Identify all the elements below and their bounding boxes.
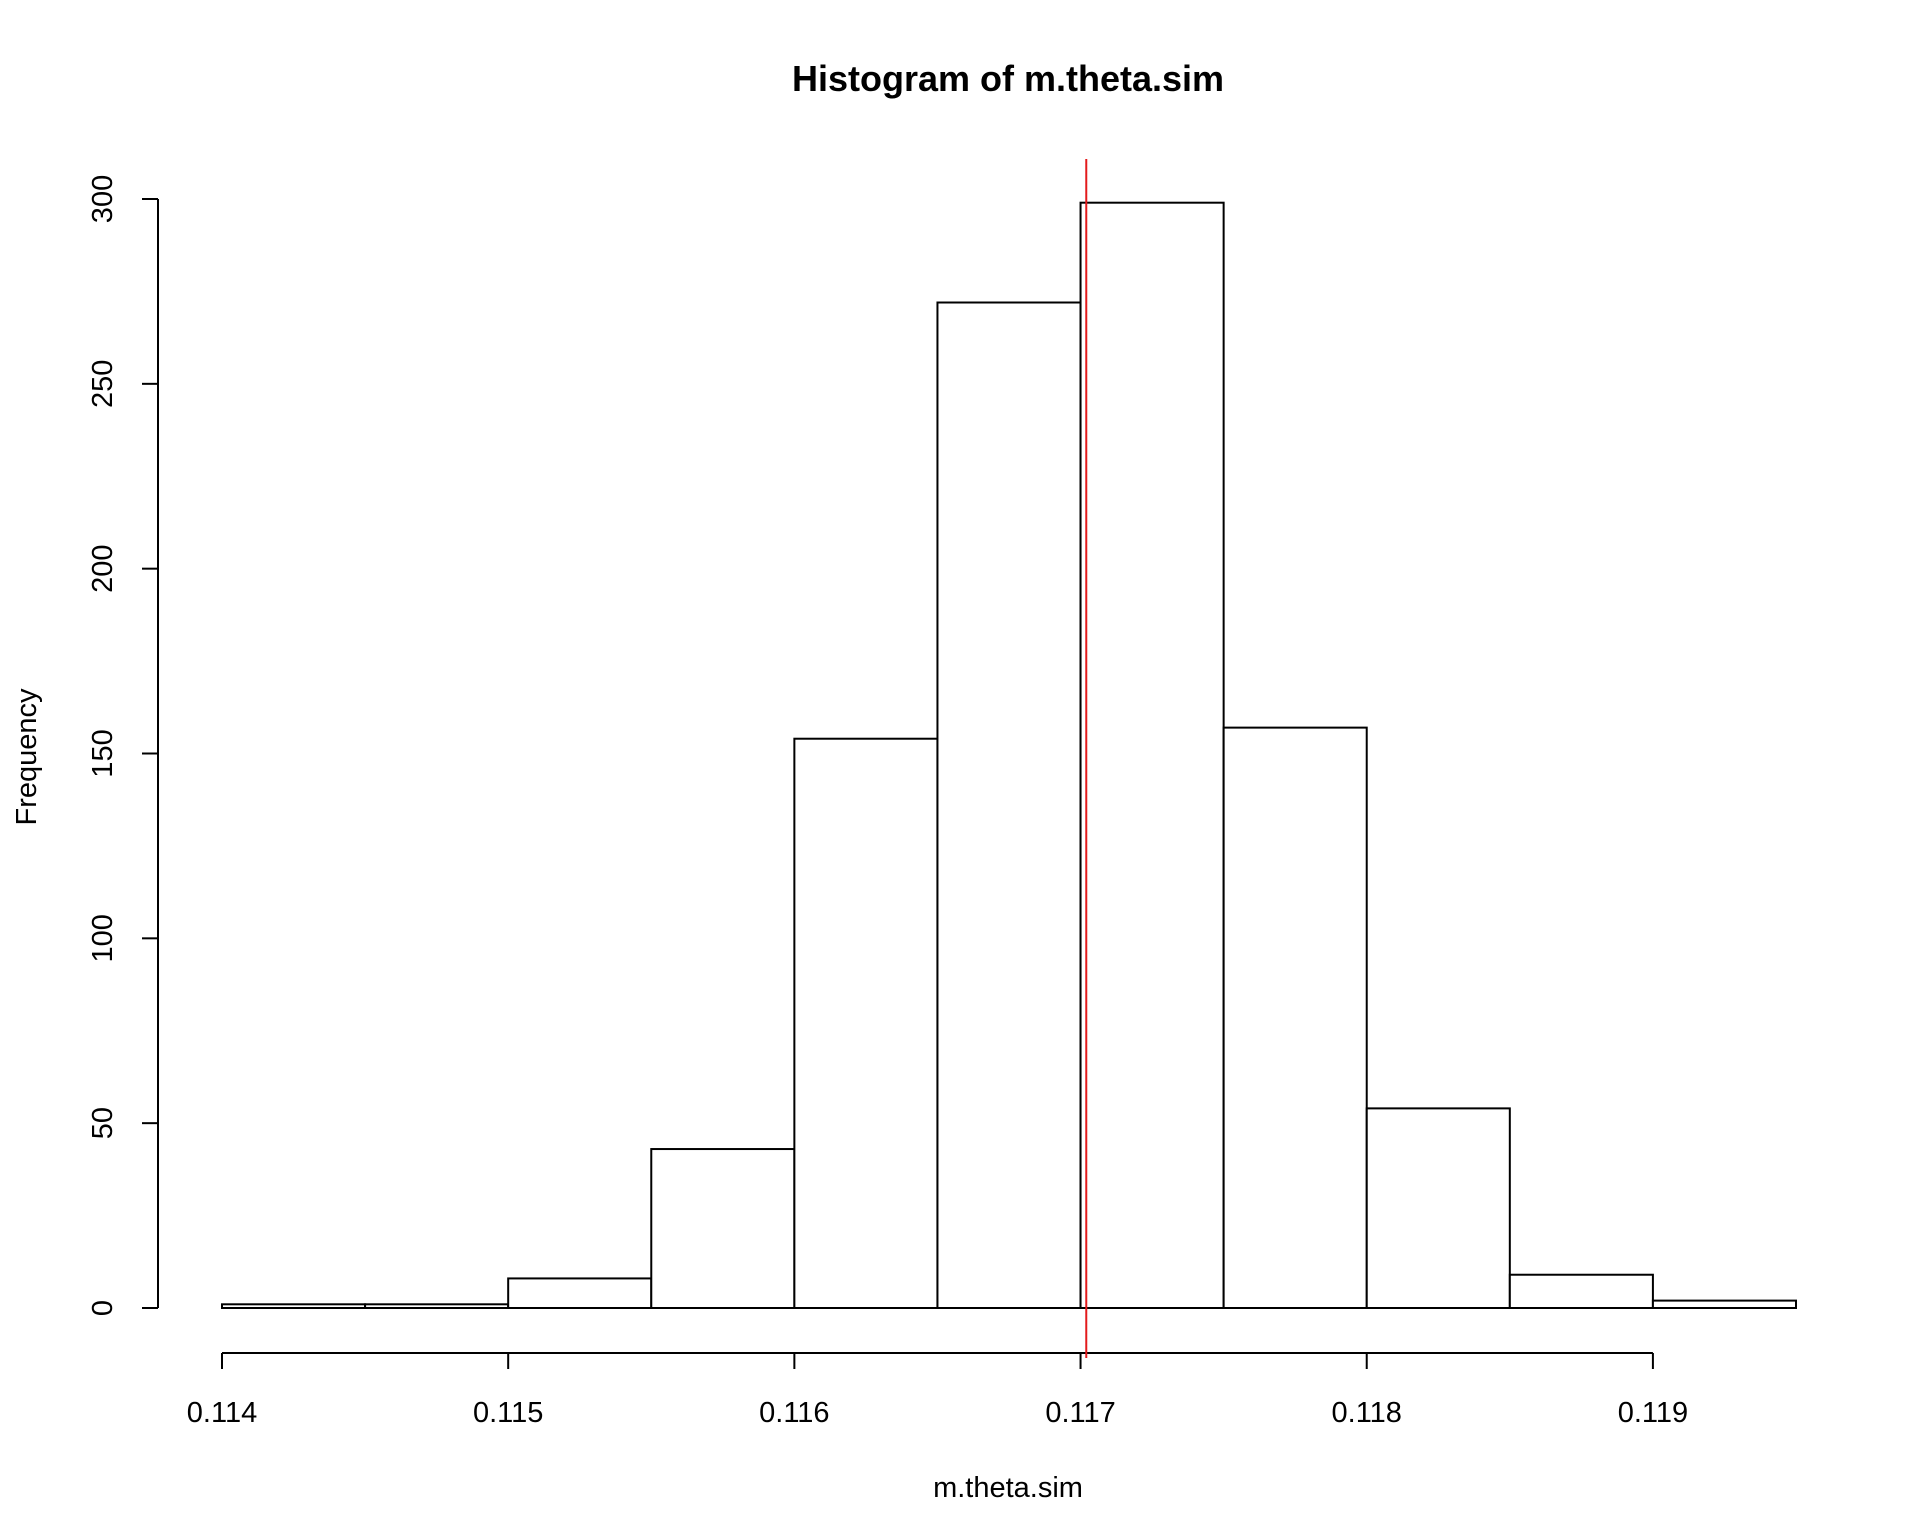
histogram-bar-5 xyxy=(936,301,1082,1309)
y-tick-label: 100 xyxy=(87,914,119,962)
x-axis-label: m.theta.sim xyxy=(933,1472,1083,1504)
x-tick-label: 0.116 xyxy=(759,1397,829,1429)
histogram-bar-4 xyxy=(793,737,939,1309)
x-tick-label: 0.115 xyxy=(473,1397,543,1429)
histogram-bar-8 xyxy=(1365,1107,1511,1309)
histogram-bar-7 xyxy=(1222,726,1368,1309)
y-axis-label: Frequency xyxy=(11,688,43,826)
histogram-bar-1 xyxy=(364,1303,510,1310)
y-tick-label: 250 xyxy=(87,360,119,408)
y-tick-label: 150 xyxy=(87,729,119,777)
histogram-bar-2 xyxy=(507,1277,653,1309)
x-tick-label: 0.118 xyxy=(1332,1397,1402,1429)
y-tick-label: 200 xyxy=(87,544,119,592)
x-tick-label: 0.119 xyxy=(1618,1397,1688,1429)
histogram-bar-10 xyxy=(1651,1299,1797,1310)
histogram-bar-0 xyxy=(221,1303,367,1310)
histogram-bar-6 xyxy=(1079,201,1225,1310)
histogram-bar-9 xyxy=(1508,1273,1654,1309)
bars-group xyxy=(221,201,1797,1310)
chart-title: Histogram of m.theta.sim xyxy=(792,58,1224,99)
y-axis: 0 50 100 150 200 250 300 xyxy=(87,175,159,1316)
x-tick-label: 0.117 xyxy=(1045,1397,1115,1429)
y-tick-label: 0 xyxy=(87,1300,119,1316)
histogram-bar-3 xyxy=(650,1148,796,1309)
y-tick-label: 50 xyxy=(87,1107,119,1139)
x-tick-label: 0.114 xyxy=(187,1397,257,1429)
x-axis: 0.114 0.115 0.116 0.117 0.118 0.119 xyxy=(187,1352,1688,1429)
y-tick-label: 300 xyxy=(87,175,119,223)
